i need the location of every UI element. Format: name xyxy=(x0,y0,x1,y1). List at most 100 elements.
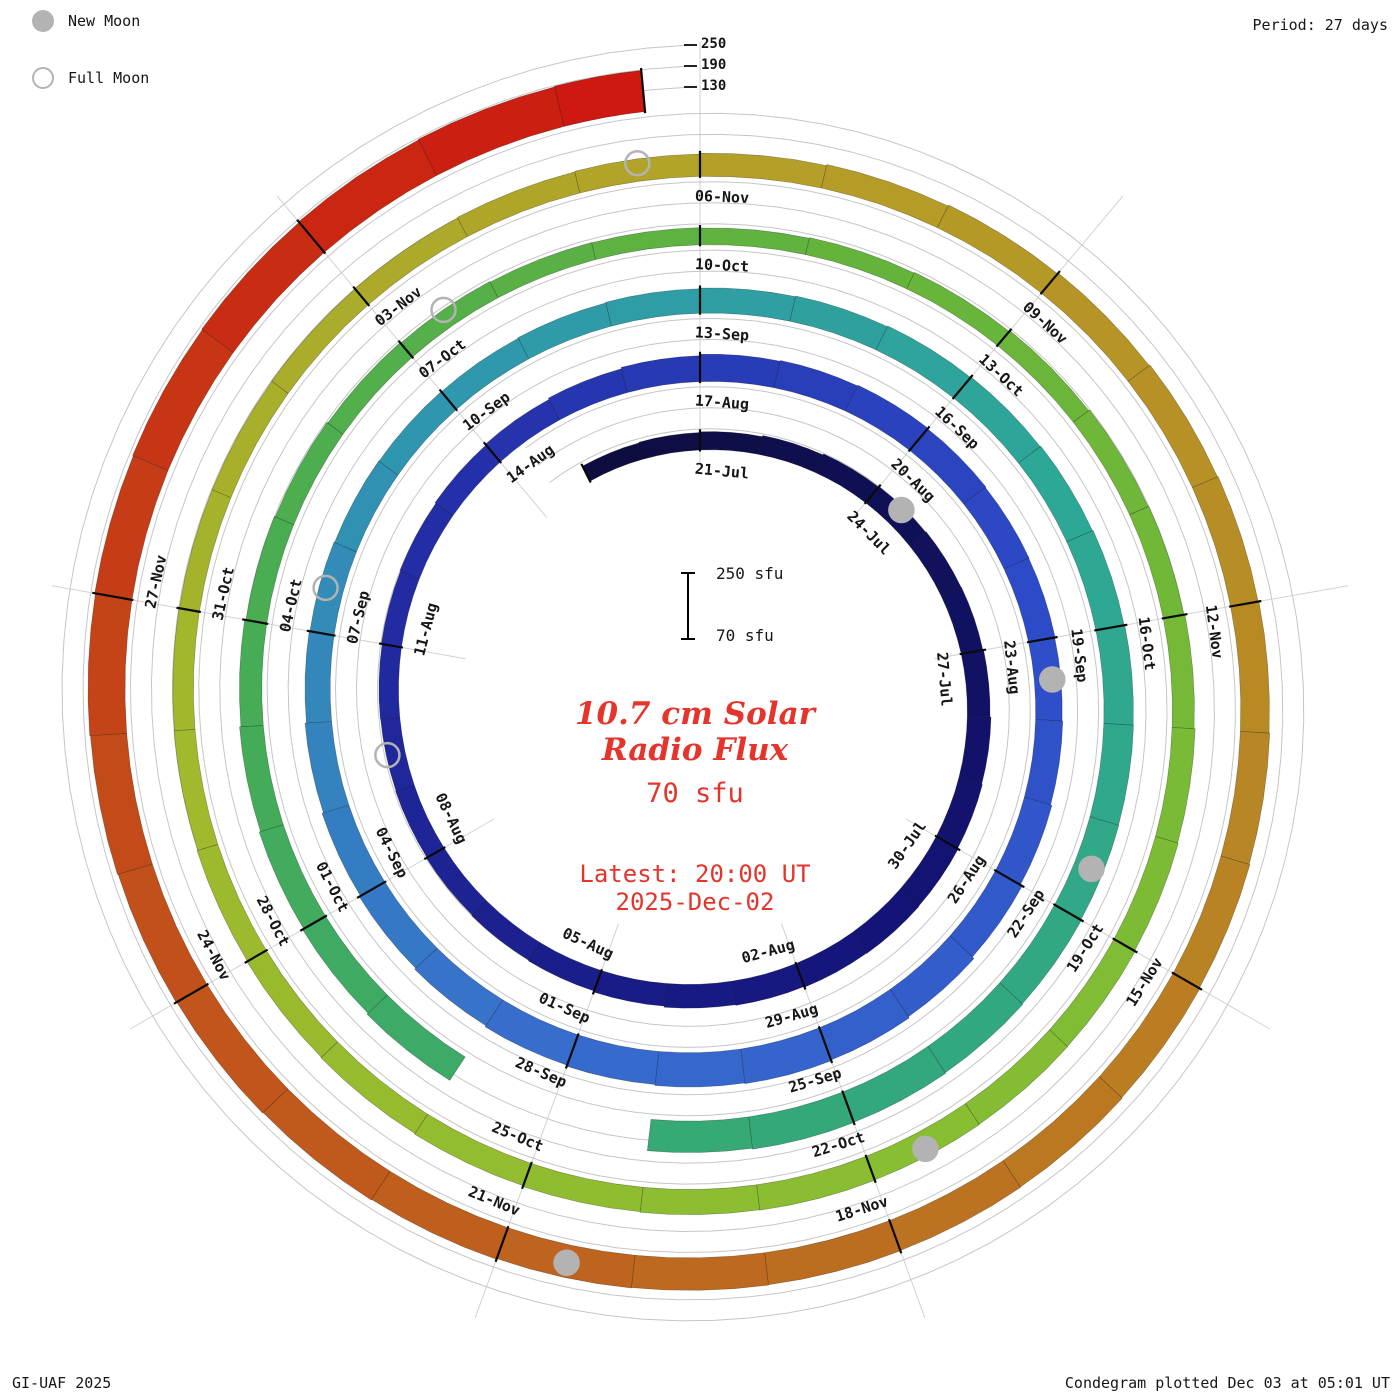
flux-day-segment xyxy=(304,721,350,814)
segment-tick xyxy=(296,219,327,255)
new-moon-label: New Moon xyxy=(68,12,141,30)
segment-tick xyxy=(378,642,404,649)
segment-tick xyxy=(1052,903,1085,923)
scalebar-top-label: 250 sfu xyxy=(716,564,784,583)
flux-day-segment xyxy=(440,337,530,410)
new-moon-marker xyxy=(888,496,915,524)
date-label: 11-Aug xyxy=(410,601,441,658)
flux-day-segment xyxy=(699,152,828,189)
segment-tick xyxy=(993,868,1025,889)
flux-day-segment xyxy=(176,984,289,1114)
segment-tick xyxy=(1112,937,1138,954)
segment-tick xyxy=(794,961,807,990)
flux-day-segment xyxy=(1113,836,1179,952)
flux-day-segment xyxy=(699,353,781,389)
flux-day-segment xyxy=(547,368,628,421)
flux-day-segment xyxy=(517,302,612,360)
date-label: 27-Nov xyxy=(141,553,170,610)
segment-tick xyxy=(1228,599,1262,608)
new-moon-marker xyxy=(1039,666,1066,693)
segment-tick xyxy=(244,948,269,964)
flux-day-segment xyxy=(605,288,701,327)
date-label: 23-Aug xyxy=(1000,639,1024,695)
segment-tick xyxy=(580,463,592,483)
segment-tick xyxy=(1094,623,1128,632)
flux-day-segment xyxy=(378,391,457,476)
radial-scale-tick-190 xyxy=(684,65,697,67)
flux-day-segment xyxy=(630,1252,769,1291)
flux-day-segment xyxy=(593,970,668,1007)
flux-day-segment xyxy=(334,460,399,553)
segment-tick xyxy=(173,982,209,1005)
segment-tick xyxy=(863,483,882,505)
legend-full-moon: Full Moon xyxy=(32,67,149,89)
flux-day-segment xyxy=(434,444,501,517)
flux-day-segment xyxy=(274,421,344,526)
flux-day-segment xyxy=(1066,530,1125,631)
flux-day-segment xyxy=(173,729,219,851)
flux-day-segment xyxy=(899,835,959,907)
date-label: 18-Nov xyxy=(833,1192,890,1226)
segment-tick xyxy=(299,914,328,932)
date-label: 27-Jul xyxy=(933,651,956,707)
flux-day-segment xyxy=(239,619,268,728)
new-moon-icon xyxy=(32,10,54,32)
flux-day-segment xyxy=(554,70,646,127)
segment-tick xyxy=(92,591,134,602)
flux-day-segment xyxy=(1095,624,1134,726)
flux-day-segment xyxy=(1049,938,1136,1048)
flux-day-segment xyxy=(414,947,504,1027)
segment-tick xyxy=(494,1225,510,1263)
flux-day-segment xyxy=(417,86,565,176)
flux-day-segment xyxy=(457,171,581,237)
segment-tick xyxy=(356,880,387,899)
flux-day-segment xyxy=(963,487,1030,570)
flux-day-segment xyxy=(757,435,824,473)
new-moon-marker xyxy=(912,1135,939,1163)
full-moon-icon xyxy=(32,67,54,89)
flux-day-segment xyxy=(909,428,987,505)
date-label: 05-Aug xyxy=(560,924,617,963)
segment-tick xyxy=(951,374,974,400)
flux-day-segment xyxy=(395,785,445,859)
grid-spoke xyxy=(934,585,1349,660)
flux-day-segment xyxy=(1072,409,1149,516)
radial-scale-250: 250 xyxy=(701,36,727,52)
flux-day-segment xyxy=(1127,364,1218,488)
flux-day-segment xyxy=(1192,476,1259,607)
moon-markers xyxy=(312,150,1105,1276)
segment-tick xyxy=(352,285,371,307)
date-label: 06-Nov xyxy=(695,187,750,207)
flux-day-segment xyxy=(936,204,1059,294)
segment-tick xyxy=(423,846,446,861)
segment-ticks xyxy=(92,67,1262,1263)
flux-day-segment xyxy=(414,1113,532,1187)
segment-tick xyxy=(242,618,269,625)
full-moon-label: Full Moon xyxy=(68,69,150,87)
flux-day-segment xyxy=(87,593,133,736)
flux-day-segment xyxy=(582,442,644,482)
flux-day-segment xyxy=(484,999,579,1066)
flux-day-segment xyxy=(90,733,153,875)
flux-day-segment xyxy=(795,931,867,988)
date-label: 21-Jul xyxy=(694,460,750,483)
flux-day-segment xyxy=(1172,855,1251,989)
flux-day-segment xyxy=(646,1116,753,1153)
credit-label: GI-UAF 2025 xyxy=(12,1374,112,1392)
flux-day-segment xyxy=(740,1027,832,1085)
segment-tick xyxy=(1171,971,1203,991)
full-moon-marker xyxy=(374,741,401,769)
segment-tick xyxy=(438,388,459,412)
segment-tick xyxy=(841,1090,856,1126)
flux-day-segment xyxy=(960,649,991,718)
flux-day-segment xyxy=(842,1045,947,1123)
flux-day-segment xyxy=(262,1088,391,1201)
flux-day-segment xyxy=(94,455,169,601)
flux-day-segment xyxy=(245,515,295,624)
date-label: 17-Aug xyxy=(694,391,749,413)
segment-tick xyxy=(564,1033,580,1069)
flux-day-segment xyxy=(699,287,796,322)
flux-day-segment xyxy=(327,342,413,435)
date-label: 31-Oct xyxy=(209,565,238,622)
